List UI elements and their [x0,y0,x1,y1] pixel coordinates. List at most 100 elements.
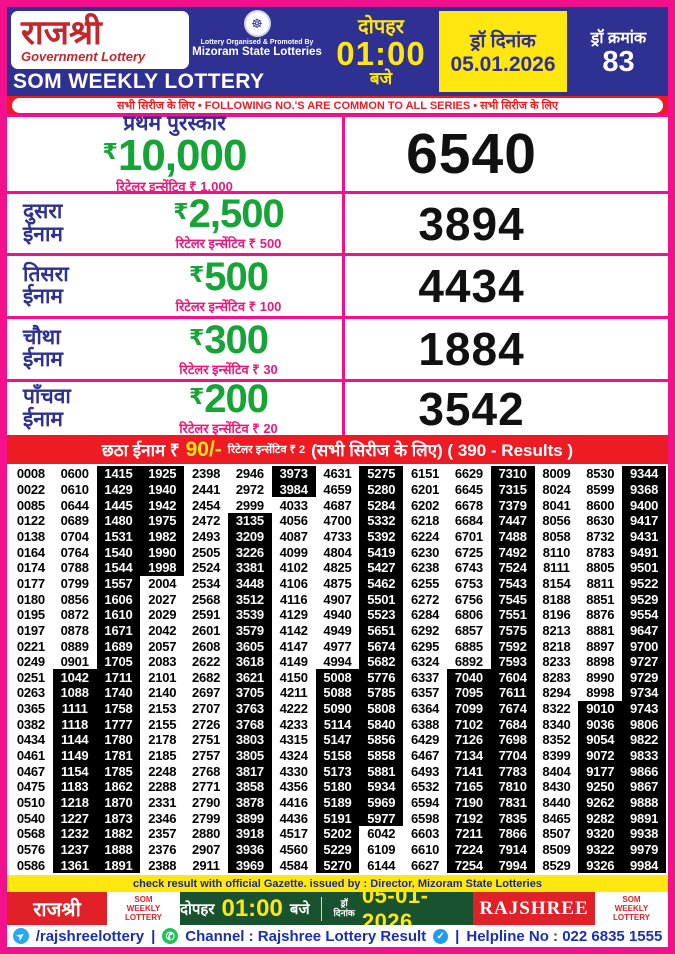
result-cell: 0180 [16,591,45,607]
result-cell: 9177 [578,763,623,780]
winning-number: 1884 [418,323,525,375]
result-cell: 0122 [16,513,45,529]
prize-amount: ₹ 300 [188,320,269,360]
retailer-incentive: रिटेलर इन्सेंटिव ₹ 1,000 [116,179,233,195]
result-cell: 2155 [148,716,177,732]
result-cell: 0644 [60,497,89,513]
result-cell: 5523 [359,606,404,623]
prize-info: चौथा ईनाम ₹ 300 रिटेलर इन्सेंटिव ₹ 30 [7,319,345,379]
result-cell: 0365 [16,701,45,717]
result-cell: 5090 [315,700,360,717]
result-cell: 7524 [490,559,535,576]
result-cell: 6230 [411,544,440,560]
result-cell: 2178 [148,732,177,748]
result-cell: 2911 [192,857,220,873]
result-cell: 5419 [359,544,404,560]
result-cell: 2288 [148,779,177,795]
result-cell: 0249 [16,654,45,670]
result-cell: 1429 [96,481,141,498]
result-cell: 2376 [148,842,177,858]
result-cell: 4324 [279,748,308,764]
result-cell: 1540 [96,544,141,560]
result-cell: 1144 [52,732,97,748]
prize-amount-value: 10,000 [117,130,248,180]
result-cell: 0878 [60,622,89,638]
result-cell: 6627 [411,857,440,873]
rupee-symbol: ₹ [188,325,205,351]
result-cell: 7698 [490,732,535,748]
helpline-number: Helpline No : 022 6835 1555 [466,927,663,945]
prize-amount-value: 500 [204,254,269,299]
result-cell: 6753 [454,575,483,591]
result-cell: 2505 [192,544,221,560]
draw-number-label: ड्रॉ क्रमांक [590,30,647,47]
result-cell: 1998 [140,559,185,576]
result-cell: 1942 [140,497,185,513]
result-cell: 5881 [359,763,404,780]
result-cell: 7165 [446,779,491,795]
result-cell: 7543 [490,575,535,592]
sixth-prize-incentive: रिटेलर इन्सेंटिव ₹ 2 [227,444,306,456]
result-cell: 0382 [16,716,45,732]
result-cell: 5202 [315,826,360,842]
result-cell: 8213 [542,622,571,638]
prize-info: पाँचवा ईनाम ₹ 200 रिटेलर इन्सेंटिव ₹ 20 [7,379,345,436]
result-cell: 8352 [542,732,571,748]
result-cell: 4875 [323,575,352,591]
som-line: WEEKLY [614,903,649,913]
result-cell: 5332 [359,512,404,529]
result-cell: 8897 [586,638,615,654]
result-cell: 7141 [446,763,491,780]
result-cell: 1361 [52,857,97,873]
result-cell: 0764 [60,544,89,560]
result-cell: 9979 [622,841,666,858]
result-cell: 3579 [227,622,272,639]
result-cell: 4033 [279,497,308,513]
prize-info: तिसरा ईनाम ₹ 500 रिटेलर इन्सेंटिव ₹ 100 [7,256,345,316]
result-cell: 5969 [359,794,404,811]
result-cell: 1882 [96,826,141,842]
result-cell: 1610 [96,606,141,623]
result-cell: 4099 [279,544,308,560]
result-cell: 6364 [411,701,440,717]
result-cell: 4233 [279,716,308,732]
result-cell: 5427 [359,559,404,576]
prize-amount: ₹ 10,000 [103,130,248,180]
result-cell: 1606 [96,591,141,607]
result-cell: 4687 [323,497,352,513]
result-cell: 5977 [359,810,404,827]
sixth-prize-banner: छठा ईनाम ₹ 90/- रिटेलर इन्सेंटिव ₹ 2 (सभ… [7,435,668,464]
result-cell: 2042 [148,622,177,638]
result-cell: 1232 [52,826,97,842]
result-cell: 5462 [359,575,404,592]
result-cell: 4584 [279,857,308,873]
result-cell: 2027 [148,591,177,607]
result-cell: 1218 [52,794,97,811]
result-cell: 1862 [96,779,141,795]
result-cell: 8732 [586,528,615,544]
result-cell: 1870 [96,794,141,811]
result-cell: 4700 [323,513,352,529]
result-cell: 0138 [16,528,45,544]
result-cell: 0263 [16,685,45,701]
result-cell: 5856 [359,732,404,748]
result-cell: 8322 [542,701,571,717]
result-cell: 0872 [60,607,89,623]
result-cell: 9554 [622,606,666,623]
result-cell: 1042 [52,669,97,686]
result-cell: 2999 [235,497,264,513]
footer-time: 01:00 [221,894,283,922]
result-cell: 5158 [315,747,360,764]
result-cell: 9888 [622,794,666,811]
result-cell: 8399 [542,748,571,764]
result-cell: 5189 [315,794,360,811]
result-cell: 8294 [542,685,571,701]
result-cell: 3512 [227,591,272,607]
result-cell: 9262 [578,794,623,811]
result-cell: 8154 [542,575,571,591]
result-cell: 0251 [16,669,45,685]
result-cell: 2057 [148,638,177,654]
result-cell: 1705 [96,653,141,670]
result-cell: 9072 [578,747,623,764]
result-cell: 3226 [227,544,272,560]
